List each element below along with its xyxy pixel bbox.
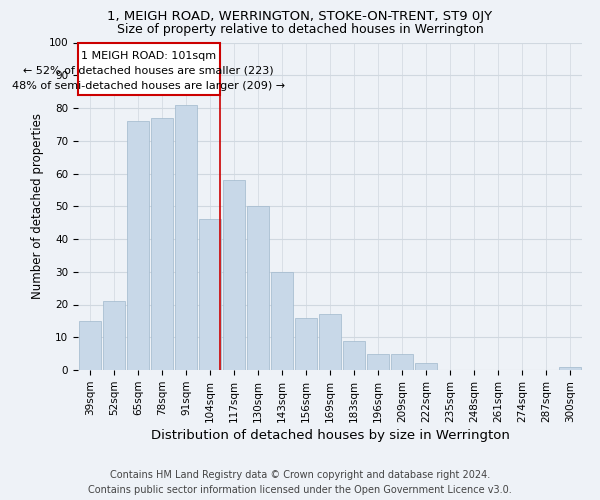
Bar (127, 121, 149, 370)
Y-axis label: Number of detached properties: Number of detached properties (31, 114, 44, 299)
Bar (271, 272, 293, 370)
Bar (367, 354, 389, 370)
Text: 1, MEIGH ROAD, WERRINGTON, STOKE-ON-TRENT, ST9 0JY: 1, MEIGH ROAD, WERRINGTON, STOKE-ON-TREN… (107, 10, 493, 23)
Bar (415, 364, 437, 370)
Bar (559, 366, 581, 370)
Text: ← 52% of detached houses are smaller (223): ← 52% of detached houses are smaller (22… (23, 66, 274, 76)
Bar (391, 354, 413, 370)
X-axis label: Distribution of detached houses by size in Werrington: Distribution of detached houses by size … (151, 429, 509, 442)
Bar (223, 180, 245, 370)
FancyBboxPatch shape (78, 42, 220, 95)
Bar (175, 104, 197, 370)
Bar (151, 118, 173, 370)
Bar (247, 206, 269, 370)
Text: 48% of semi-detached houses are larger (209) →: 48% of semi-detached houses are larger (… (12, 80, 286, 90)
Bar (79, 321, 101, 370)
Bar (199, 220, 221, 370)
Bar (103, 301, 125, 370)
Text: Contains HM Land Registry data © Crown copyright and database right 2024.
Contai: Contains HM Land Registry data © Crown c… (88, 470, 512, 495)
Bar (295, 318, 317, 370)
Text: Size of property relative to detached houses in Werrington: Size of property relative to detached ho… (116, 22, 484, 36)
Bar (319, 314, 341, 370)
Text: 1 MEIGH ROAD: 101sqm: 1 MEIGH ROAD: 101sqm (81, 50, 217, 60)
Bar (343, 340, 365, 370)
